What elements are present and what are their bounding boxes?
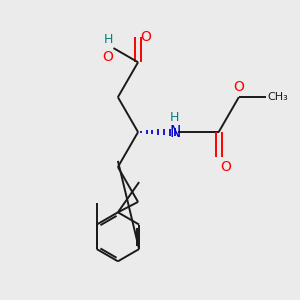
Text: H: H bbox=[104, 33, 113, 46]
Text: CH₃: CH₃ bbox=[267, 92, 288, 102]
Text: O: O bbox=[103, 50, 113, 64]
Text: O: O bbox=[233, 80, 244, 94]
Text: O: O bbox=[140, 30, 151, 44]
Text: H: H bbox=[170, 111, 179, 124]
Text: O: O bbox=[220, 160, 231, 174]
Text: N: N bbox=[169, 124, 181, 140]
